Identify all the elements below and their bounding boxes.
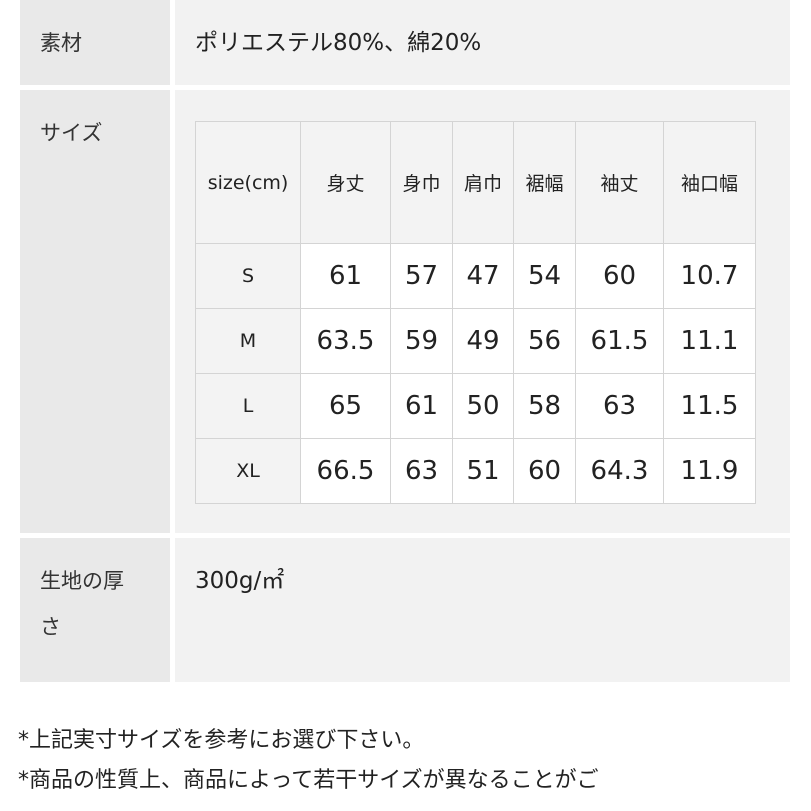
- thickness-label: 生地の厚 さ: [20, 538, 170, 682]
- measurement-cell: 61.5: [575, 308, 664, 374]
- size-table: size(cm) 身丈 身巾 肩巾 裾幅 袖丈 袖口幅 S 61 57 47 54 60 1…: [195, 121, 756, 504]
- material-label: 素材: [20, 0, 170, 85]
- measurement-cell: 47: [452, 243, 514, 309]
- measurement-cell: 11.9: [663, 438, 756, 504]
- table-header-row: size(cm) 身丈 身巾 肩巾 裾幅 袖丈 袖口幅: [195, 121, 756, 244]
- size-cell: XL: [195, 438, 301, 504]
- note-line: *商品の性質上、商品によって若干サイズが異なることがご: [18, 768, 599, 793]
- measurement-cell: 11.1: [663, 308, 756, 374]
- size-cell: S: [195, 243, 301, 309]
- size-cell: M: [195, 308, 301, 374]
- table-row: XL 66.5 63 51 60 64.3 11.9: [195, 438, 756, 504]
- note-line: *上記実寸サイズを参考にお選び下さい。: [18, 728, 425, 753]
- table-row: S 61 57 47 54 60 10.7: [195, 243, 756, 309]
- measurement-cell: 58: [513, 373, 576, 439]
- measurement-cell: 61: [390, 373, 453, 439]
- header-cell: 肩巾: [452, 121, 514, 244]
- measurement-cell: 60: [513, 438, 576, 504]
- measurement-cell: 57: [390, 243, 453, 309]
- measurement-cell: 63: [575, 373, 664, 439]
- header-cell: 身巾: [390, 121, 453, 244]
- thickness-label-line2: さ: [40, 615, 61, 639]
- measurement-cell: 50: [452, 373, 514, 439]
- measurement-cell: 51: [452, 438, 514, 504]
- header-cell: 裾幅: [513, 121, 576, 244]
- measurement-cell: 49: [452, 308, 514, 374]
- thickness-label-line1: 生地の厚: [40, 569, 124, 593]
- table-row: M 63.5 59 49 56 61.5 11.1: [195, 308, 756, 374]
- header-cell: 袖口幅: [663, 121, 756, 244]
- material-value: ポリエステル80%、綿20%: [175, 0, 790, 85]
- measurement-cell: 56: [513, 308, 576, 374]
- measurement-cell: 66.5: [300, 438, 391, 504]
- measurement-cell: 63: [390, 438, 453, 504]
- measurement-cell: 60: [575, 243, 664, 309]
- measurement-cell: 11.5: [663, 373, 756, 439]
- header-cell: 身丈: [300, 121, 391, 244]
- size-cell: L: [195, 373, 301, 439]
- header-cell: 袖丈: [575, 121, 664, 244]
- thickness-value: 300g/㎡: [175, 538, 790, 682]
- measurement-cell: 54: [513, 243, 576, 309]
- measurement-cell: 65: [300, 373, 391, 439]
- size-label: サイズ: [20, 90, 170, 533]
- measurement-cell: 64.3: [575, 438, 664, 504]
- measurement-cell: 59: [390, 308, 453, 374]
- measurement-cell: 61: [300, 243, 391, 309]
- measurement-cell: 10.7: [663, 243, 756, 309]
- measurement-cell: 63.5: [300, 308, 391, 374]
- table-row: L 65 61 50 58 63 11.5: [195, 373, 756, 439]
- header-cell: size(cm): [195, 121, 301, 244]
